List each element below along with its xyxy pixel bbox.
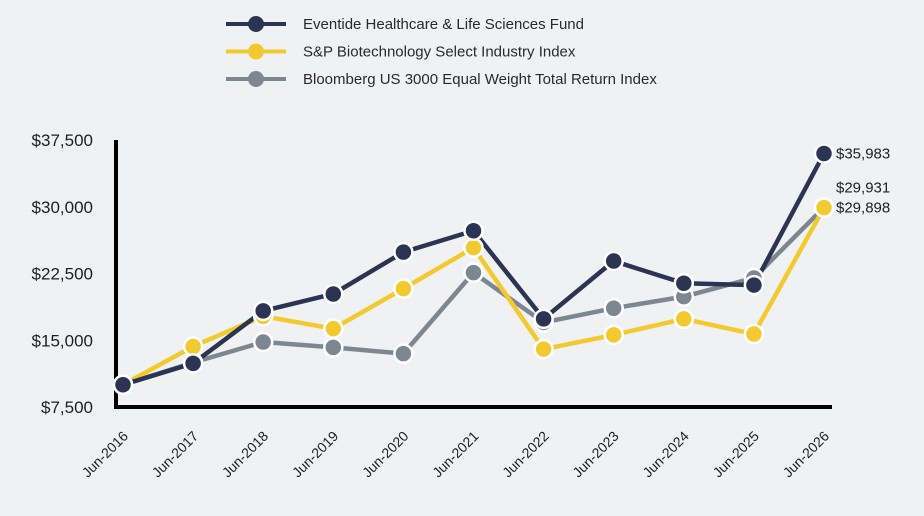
- end-label-0: $35,983: [836, 146, 890, 163]
- y-tick-label-3: $30,000: [32, 198, 93, 217]
- legend-marker-1: [248, 43, 264, 60]
- legend-label-0: Eventide Healthcare & Life Sciences Fund: [303, 16, 584, 33]
- series-0-point-6: [533, 308, 554, 330]
- series-2-point-3: [323, 337, 344, 358]
- series-0-point-9: [743, 274, 765, 296]
- end-value-labels: $35,983 $29,898 $29,931: [836, 146, 890, 217]
- x-tick-label-0: Jun-2016: [79, 428, 132, 481]
- legend-marker-2: [248, 71, 264, 87]
- series-0-point-0: [112, 374, 134, 395]
- series-0-point-3: [323, 283, 344, 305]
- series-2-point-7: [603, 297, 624, 319]
- x-tick-label-5: Jun-2021: [429, 428, 482, 481]
- x-tick-label-7: Jun-2023: [569, 428, 622, 481]
- legend-marker-0: [248, 16, 264, 32]
- y-tick-label-1: $15,000: [32, 331, 93, 350]
- y-tick-label-0: $7,500: [41, 398, 93, 417]
- series-1-point-5: [463, 237, 484, 258]
- y-axis-ticks: $7,500 $15,000 $22,500 $30,000 $37,500: [32, 131, 93, 417]
- series-0-point-5: [463, 220, 484, 242]
- x-tick-label-8: Jun-2024: [639, 428, 692, 481]
- legend-label-2: Bloomberg US 3000 Equal Weight Total Ret…: [303, 71, 657, 88]
- y-tick-label-2: $22,500: [32, 265, 93, 284]
- y-tick-label-4: $37,500: [32, 131, 93, 150]
- x-tick-label-1: Jun-2017: [149, 428, 202, 481]
- series-2-point-4: [393, 343, 414, 364]
- series-0-point-4: [393, 241, 414, 263]
- legend-label-1: S&P Biotechnology Select Industry Index: [303, 44, 576, 61]
- x-tick-label-9: Jun-2025: [709, 428, 762, 481]
- series-points: [112, 143, 835, 395]
- series-1-point-4: [393, 278, 414, 299]
- x-tick-label-6: Jun-2022: [499, 428, 552, 481]
- series-0-point-1: [182, 353, 204, 374]
- series-1-point-8: [673, 308, 695, 330]
- x-tick-label-3: Jun-2019: [289, 428, 342, 481]
- x-tick-label-2: Jun-2018: [219, 428, 272, 481]
- series-2-point-5: [463, 262, 484, 283]
- series-2-point-2: [252, 331, 274, 353]
- series-0-point-2: [252, 300, 274, 322]
- x-tick-label-4: Jun-2020: [359, 428, 412, 481]
- series-1-point-7: [603, 324, 624, 346]
- series-1-point-6: [533, 338, 554, 360]
- series-1-point-9: [743, 323, 765, 345]
- chart-legend: Eventide Healthcare & Life Sciences Fund…: [226, 16, 657, 88]
- series-1-point-10: [813, 197, 835, 218]
- series-0-point-7: [603, 250, 624, 272]
- series-0-point-10: [813, 143, 835, 164]
- x-tick-label-10: Jun-2026: [780, 428, 833, 481]
- series-1-point-1: [182, 336, 204, 357]
- x-axis-ticks: Jun-2016 Jun-2017 Jun-2018 Jun-2019 Jun-2020…: [79, 428, 833, 481]
- series-1-point-3: [323, 318, 344, 339]
- end-label-2: $29,931: [836, 179, 890, 196]
- end-label-1: $29,898: [836, 200, 890, 217]
- series-0-point-8: [673, 273, 695, 294]
